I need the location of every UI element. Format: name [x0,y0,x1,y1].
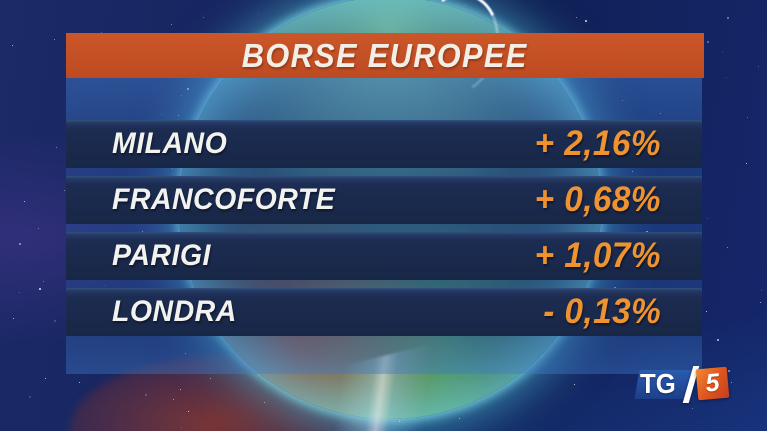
title-bar: BORSE EUROPEE [66,33,704,78]
change-value: + 0,68% [534,180,661,219]
page-title: BORSE EUROPEE [242,36,528,74]
city-label: PARIGI [112,239,211,272]
change-value: - 0,13% [543,292,661,331]
table-row-francoforte: FRANCOFORTE + 0,68% [66,176,702,224]
city-label: FRANCOFORTE [112,183,336,216]
change-value: + 2,16% [534,124,661,163]
tg5-logo: TG 5 [634,366,730,404]
table-row-milano: MILANO + 2,16% [66,120,702,168]
city-label: MILANO [112,127,228,160]
tg5-five-text: 5 [704,368,721,398]
tg5-five-badge: 5 [695,366,730,401]
city-label: LONDRA [112,295,237,328]
table-row-parigi: PARIGI + 1,07% [66,232,702,280]
table-row-londra: LONDRA - 0,13% [66,288,702,336]
change-value: + 1,07% [534,236,661,275]
tg5-tg-text: TG [640,368,676,399]
market-table: MILANO + 2,16% FRANCOFORTE + 0,68% PARIG… [66,120,702,344]
